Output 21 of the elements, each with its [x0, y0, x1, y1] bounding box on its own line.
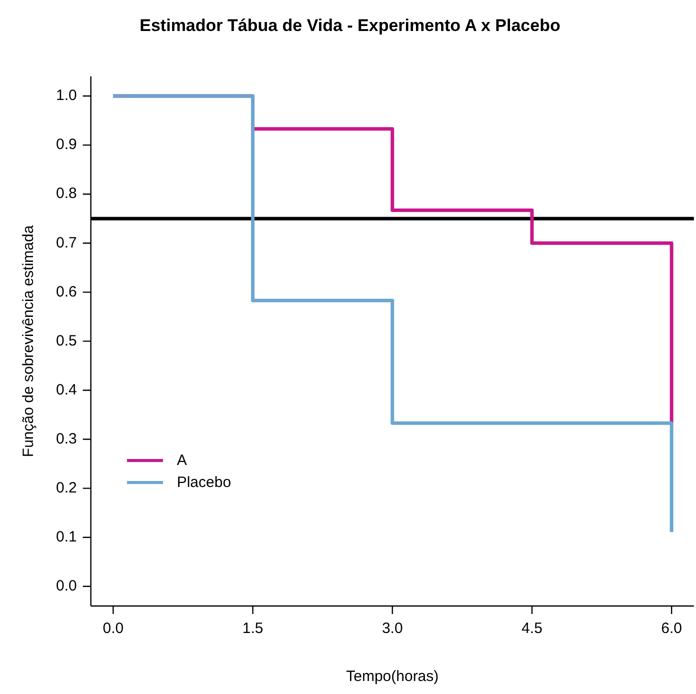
x-axis-title: Tempo(horas) — [346, 668, 439, 686]
y-tick-label: 0.2 — [56, 479, 77, 496]
y-tick-label: 0.4 — [56, 381, 77, 398]
y-tick-label: 0.5 — [56, 332, 77, 350]
y-tick-label: 0.9 — [56, 136, 77, 154]
chart-title: Estimador Tábua de Vida - Experimento A x Placebo — [140, 16, 560, 35]
y-tick-label: 0.6 — [56, 283, 77, 300]
x-tick-label: 1.5 — [242, 620, 264, 638]
x-tick-label: 3.0 — [382, 620, 403, 638]
x-tick-label: 4.5 — [522, 620, 542, 638]
y-tick-label: 0.0 — [56, 578, 77, 595]
y-tick-label: 0.1 — [56, 528, 77, 546]
y-tick-label: 1.0 — [56, 87, 77, 104]
x-tick-label: 0.0 — [102, 620, 124, 638]
x-tick-label: 6.0 — [661, 620, 682, 638]
y-tick-label: 0.3 — [56, 430, 77, 448]
legend-label: A — [176, 452, 187, 469]
y-tick-label: 0.7 — [56, 234, 77, 252]
legend-label: Placebo — [176, 474, 232, 491]
y-tick-label: 0.8 — [56, 185, 77, 202]
y-axis-title: Função de sobrevivência estimada — [20, 224, 38, 458]
